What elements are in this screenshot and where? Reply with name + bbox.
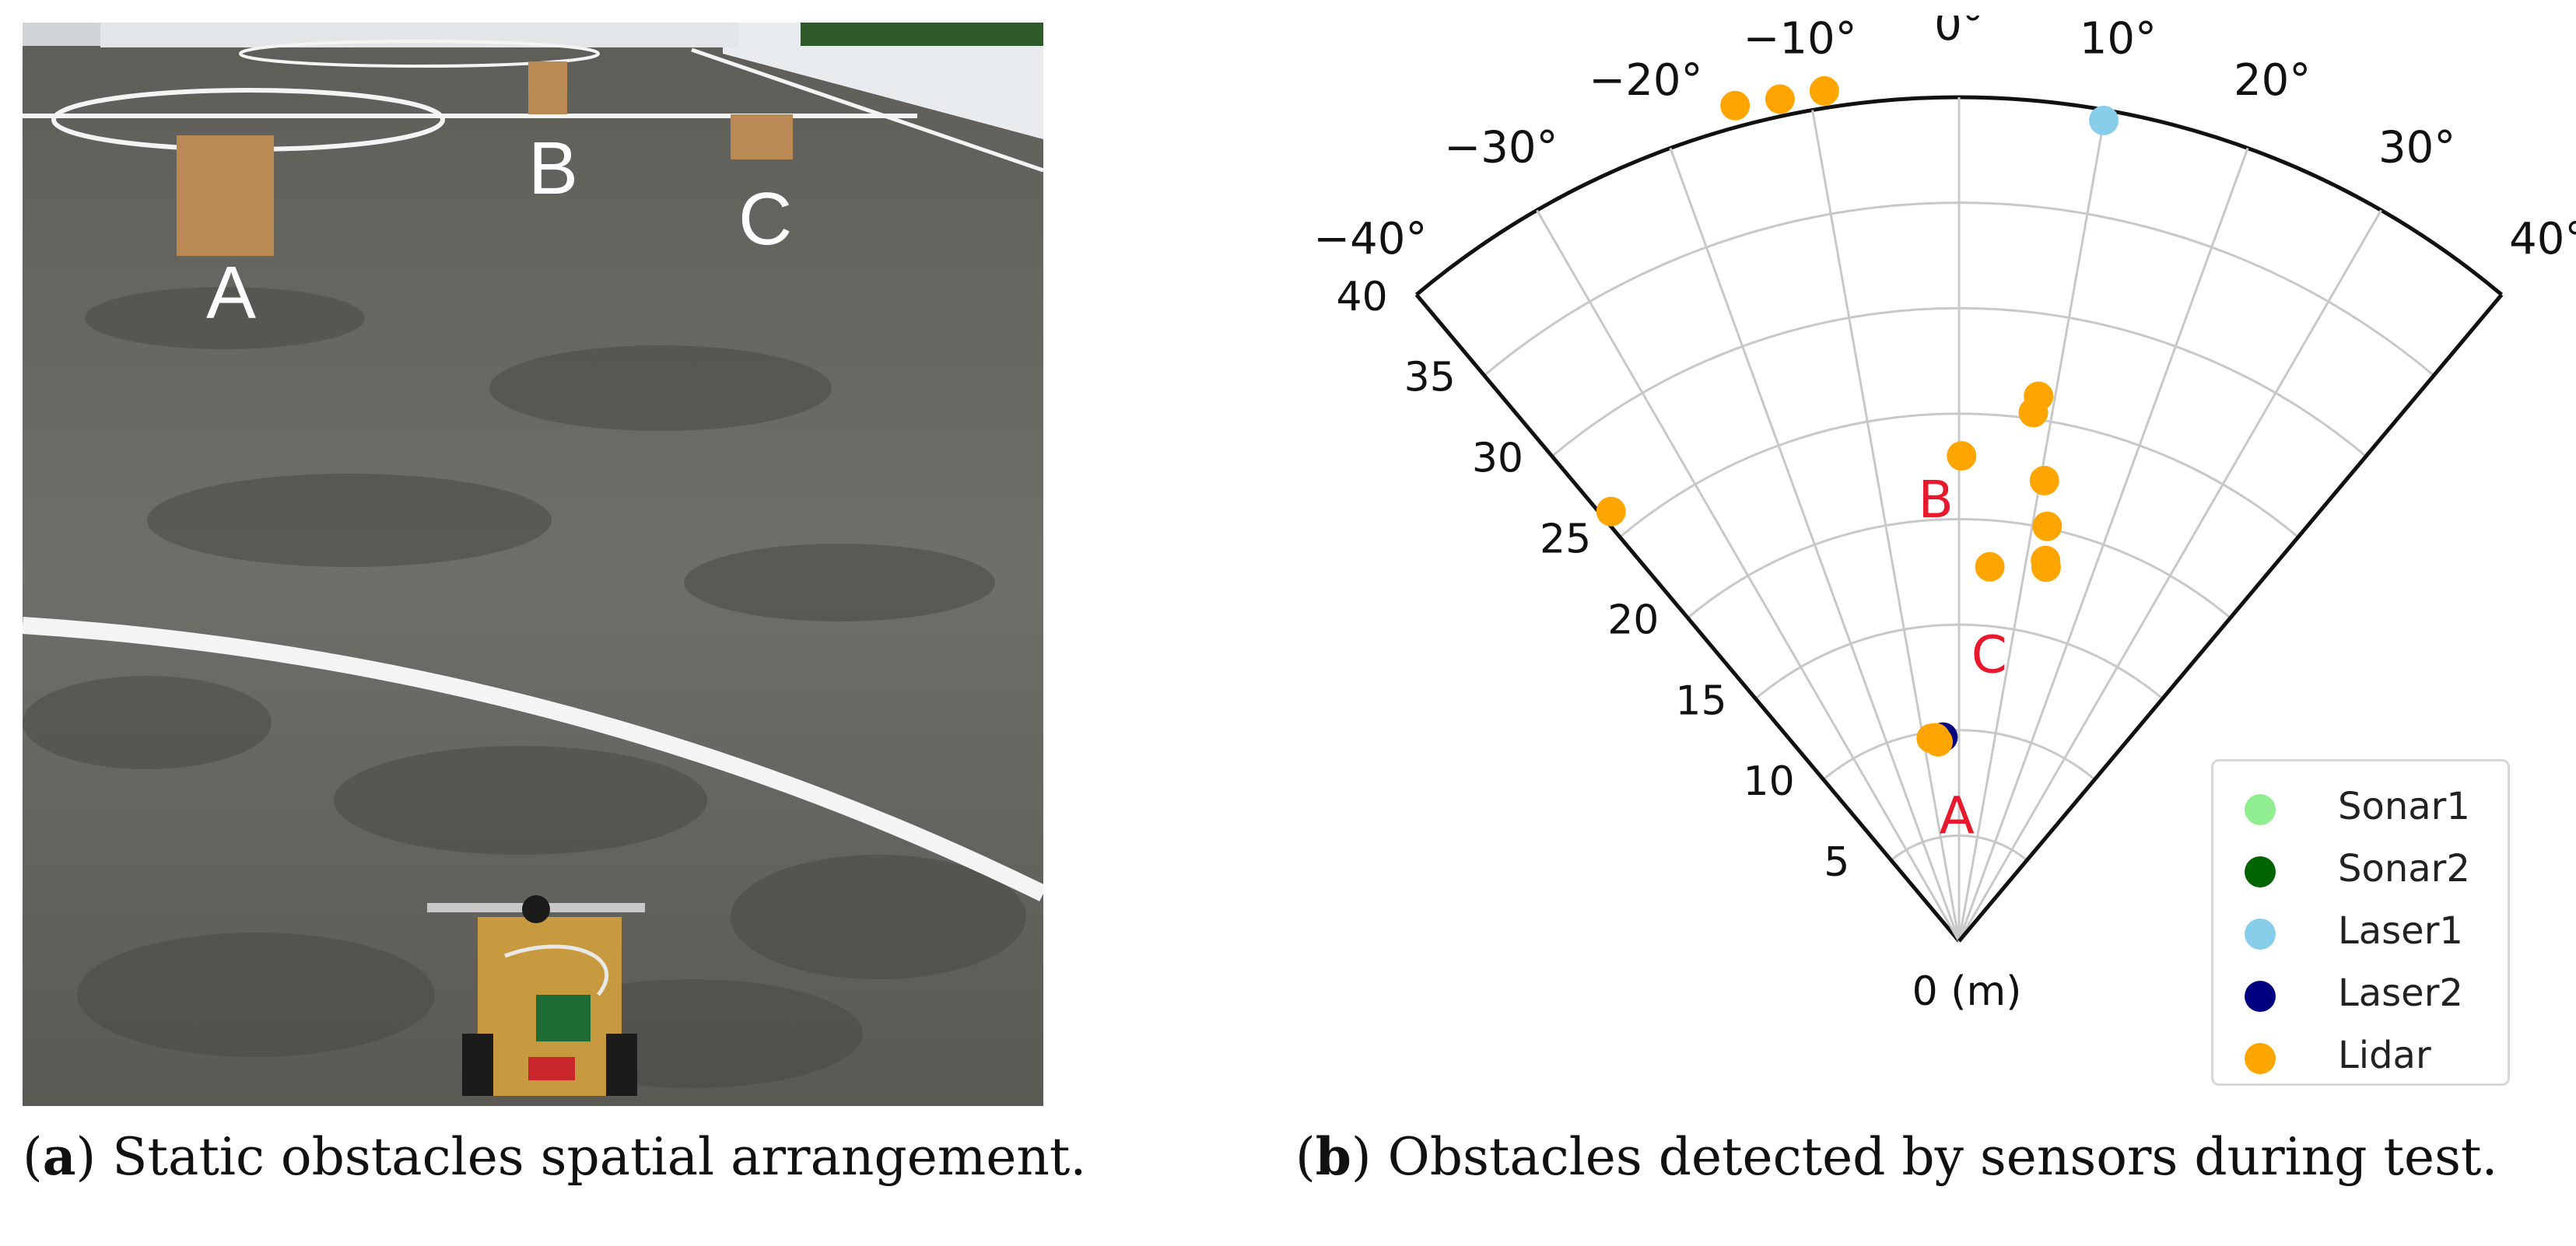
radius-tick-label: 15 bbox=[1675, 677, 1726, 724]
radius-tick-label: 20 bbox=[1607, 597, 1659, 643]
obstacles-photo: A B C bbox=[23, 23, 1043, 1106]
data-points bbox=[1596, 75, 2119, 757]
caption-a: (a) Static obstacles spatial arrangement… bbox=[23, 1126, 1087, 1187]
theta-tick-label: −10° bbox=[1743, 16, 1856, 65]
point-lidar bbox=[1765, 84, 1795, 114]
legend-item-sonar1: Sonar1 bbox=[2213, 779, 2508, 841]
point-laser1 bbox=[2089, 105, 2119, 135]
point-lidar bbox=[1596, 496, 1626, 527]
legend-label: Laser1 bbox=[2338, 909, 2463, 953]
annotation-c: C bbox=[1971, 625, 2007, 684]
obstacle-c-label: C bbox=[738, 177, 792, 261]
radius-origin-label: 0 (m) bbox=[1912, 968, 2022, 1015]
point-lidar bbox=[2032, 511, 2063, 541]
point-lidar bbox=[2029, 465, 2059, 495]
radius-tick-labels: 0 (m) 5 10 15 20 25 30 35 40 bbox=[1336, 274, 2021, 1015]
theta-tick-label: 40° bbox=[2509, 214, 2576, 264]
obstacle-a-label: A bbox=[206, 251, 256, 334]
radius-tick-label: 25 bbox=[1540, 516, 1591, 563]
point-lidar bbox=[1809, 75, 1839, 106]
theta-tick-label: −20° bbox=[1589, 55, 1702, 106]
point-lidar bbox=[1975, 551, 2005, 582]
legend: Sonar1 Sonar2 Laser1 Laser2 Lidar bbox=[2211, 759, 2510, 1086]
legend-swatch bbox=[2245, 919, 2276, 950]
legend-item-laser2: Laser2 bbox=[2213, 965, 2508, 1027]
legend-item-lidar: Lidar bbox=[2213, 1027, 2508, 1090]
grid-spoke bbox=[1957, 110, 2107, 942]
legend-label: Sonar1 bbox=[2338, 785, 2470, 828]
legend-item-sonar2: Sonar2 bbox=[2213, 841, 2508, 903]
boundary-spoke bbox=[1957, 293, 2504, 943]
obstacle-boards bbox=[177, 61, 793, 256]
side-wall bbox=[723, 23, 1043, 139]
caption-a-tag: a bbox=[42, 1126, 76, 1187]
obstacle-b-label: B bbox=[528, 127, 578, 210]
polar-chart: −40° −30° −20° −10° 0° 10° 20° 30° 40° 0 (m) 5 10 1… bbox=[1260, 16, 2576, 1104]
radius-tick-label: 10 bbox=[1744, 758, 1795, 805]
theta-tick-label: −30° bbox=[1444, 122, 1558, 173]
annotation-b: B bbox=[1919, 470, 1954, 530]
legend-item-laser1: Laser1 bbox=[2213, 903, 2508, 965]
grid-spoke bbox=[1811, 110, 1961, 942]
caption-a-text: Static obstacles spatial arrangement. bbox=[96, 1127, 1087, 1187]
polar-grid bbox=[1414, 95, 2504, 943]
legend-swatch bbox=[2245, 856, 2276, 887]
radius-tick-label: 5 bbox=[1824, 839, 1849, 886]
obstacle-annotations: A B C bbox=[1919, 470, 2007, 845]
theta-tick-label: −40° bbox=[1313, 214, 1427, 264]
grid-spoke bbox=[1957, 147, 2249, 942]
point-lidar bbox=[2031, 552, 2061, 583]
theta-tick-label: 0° bbox=[1934, 16, 1984, 51]
radius-tick-label: 40 bbox=[1336, 274, 1387, 320]
theta-tick-label: 10° bbox=[2080, 16, 2157, 65]
radius-tick-label: 35 bbox=[1404, 355, 1456, 401]
theta-tick-labels: −40° −30° −20° −10° 0° 10° 20° 30° 40° bbox=[1313, 16, 2576, 264]
boundary-spoke bbox=[1414, 293, 1961, 943]
robot-car bbox=[427, 895, 645, 1096]
point-lidar bbox=[1947, 441, 1977, 471]
grid-spoke bbox=[1536, 209, 1961, 942]
legend-label: Lidar bbox=[2338, 1034, 2431, 1077]
grid-spoke bbox=[1669, 147, 1961, 942]
radius-tick-label: 30 bbox=[1472, 436, 1523, 482]
theta-tick-label: 20° bbox=[2234, 55, 2311, 106]
theta-tick-label: 30° bbox=[2378, 122, 2455, 173]
legend-swatch bbox=[2245, 1043, 2276, 1074]
point-lidar bbox=[2024, 381, 2054, 411]
annotation-a: A bbox=[1940, 786, 1975, 845]
caption-b-text: Obstacles detected by sensors during tes… bbox=[1371, 1127, 2498, 1187]
legend-label: Laser2 bbox=[2338, 971, 2463, 1015]
caption-b: (b) Obstacles detected by sensors during… bbox=[1295, 1126, 2498, 1187]
grid-spoke bbox=[1957, 209, 2382, 942]
caption-b-tag: b bbox=[1315, 1126, 1351, 1187]
legend-label: Sonar2 bbox=[2338, 847, 2470, 891]
legend-swatch bbox=[2245, 981, 2276, 1012]
point-lidar bbox=[1923, 726, 1954, 757]
back-wall bbox=[100, 23, 738, 47]
point-lidar bbox=[1720, 90, 1751, 121]
legend-swatch bbox=[2245, 794, 2276, 825]
